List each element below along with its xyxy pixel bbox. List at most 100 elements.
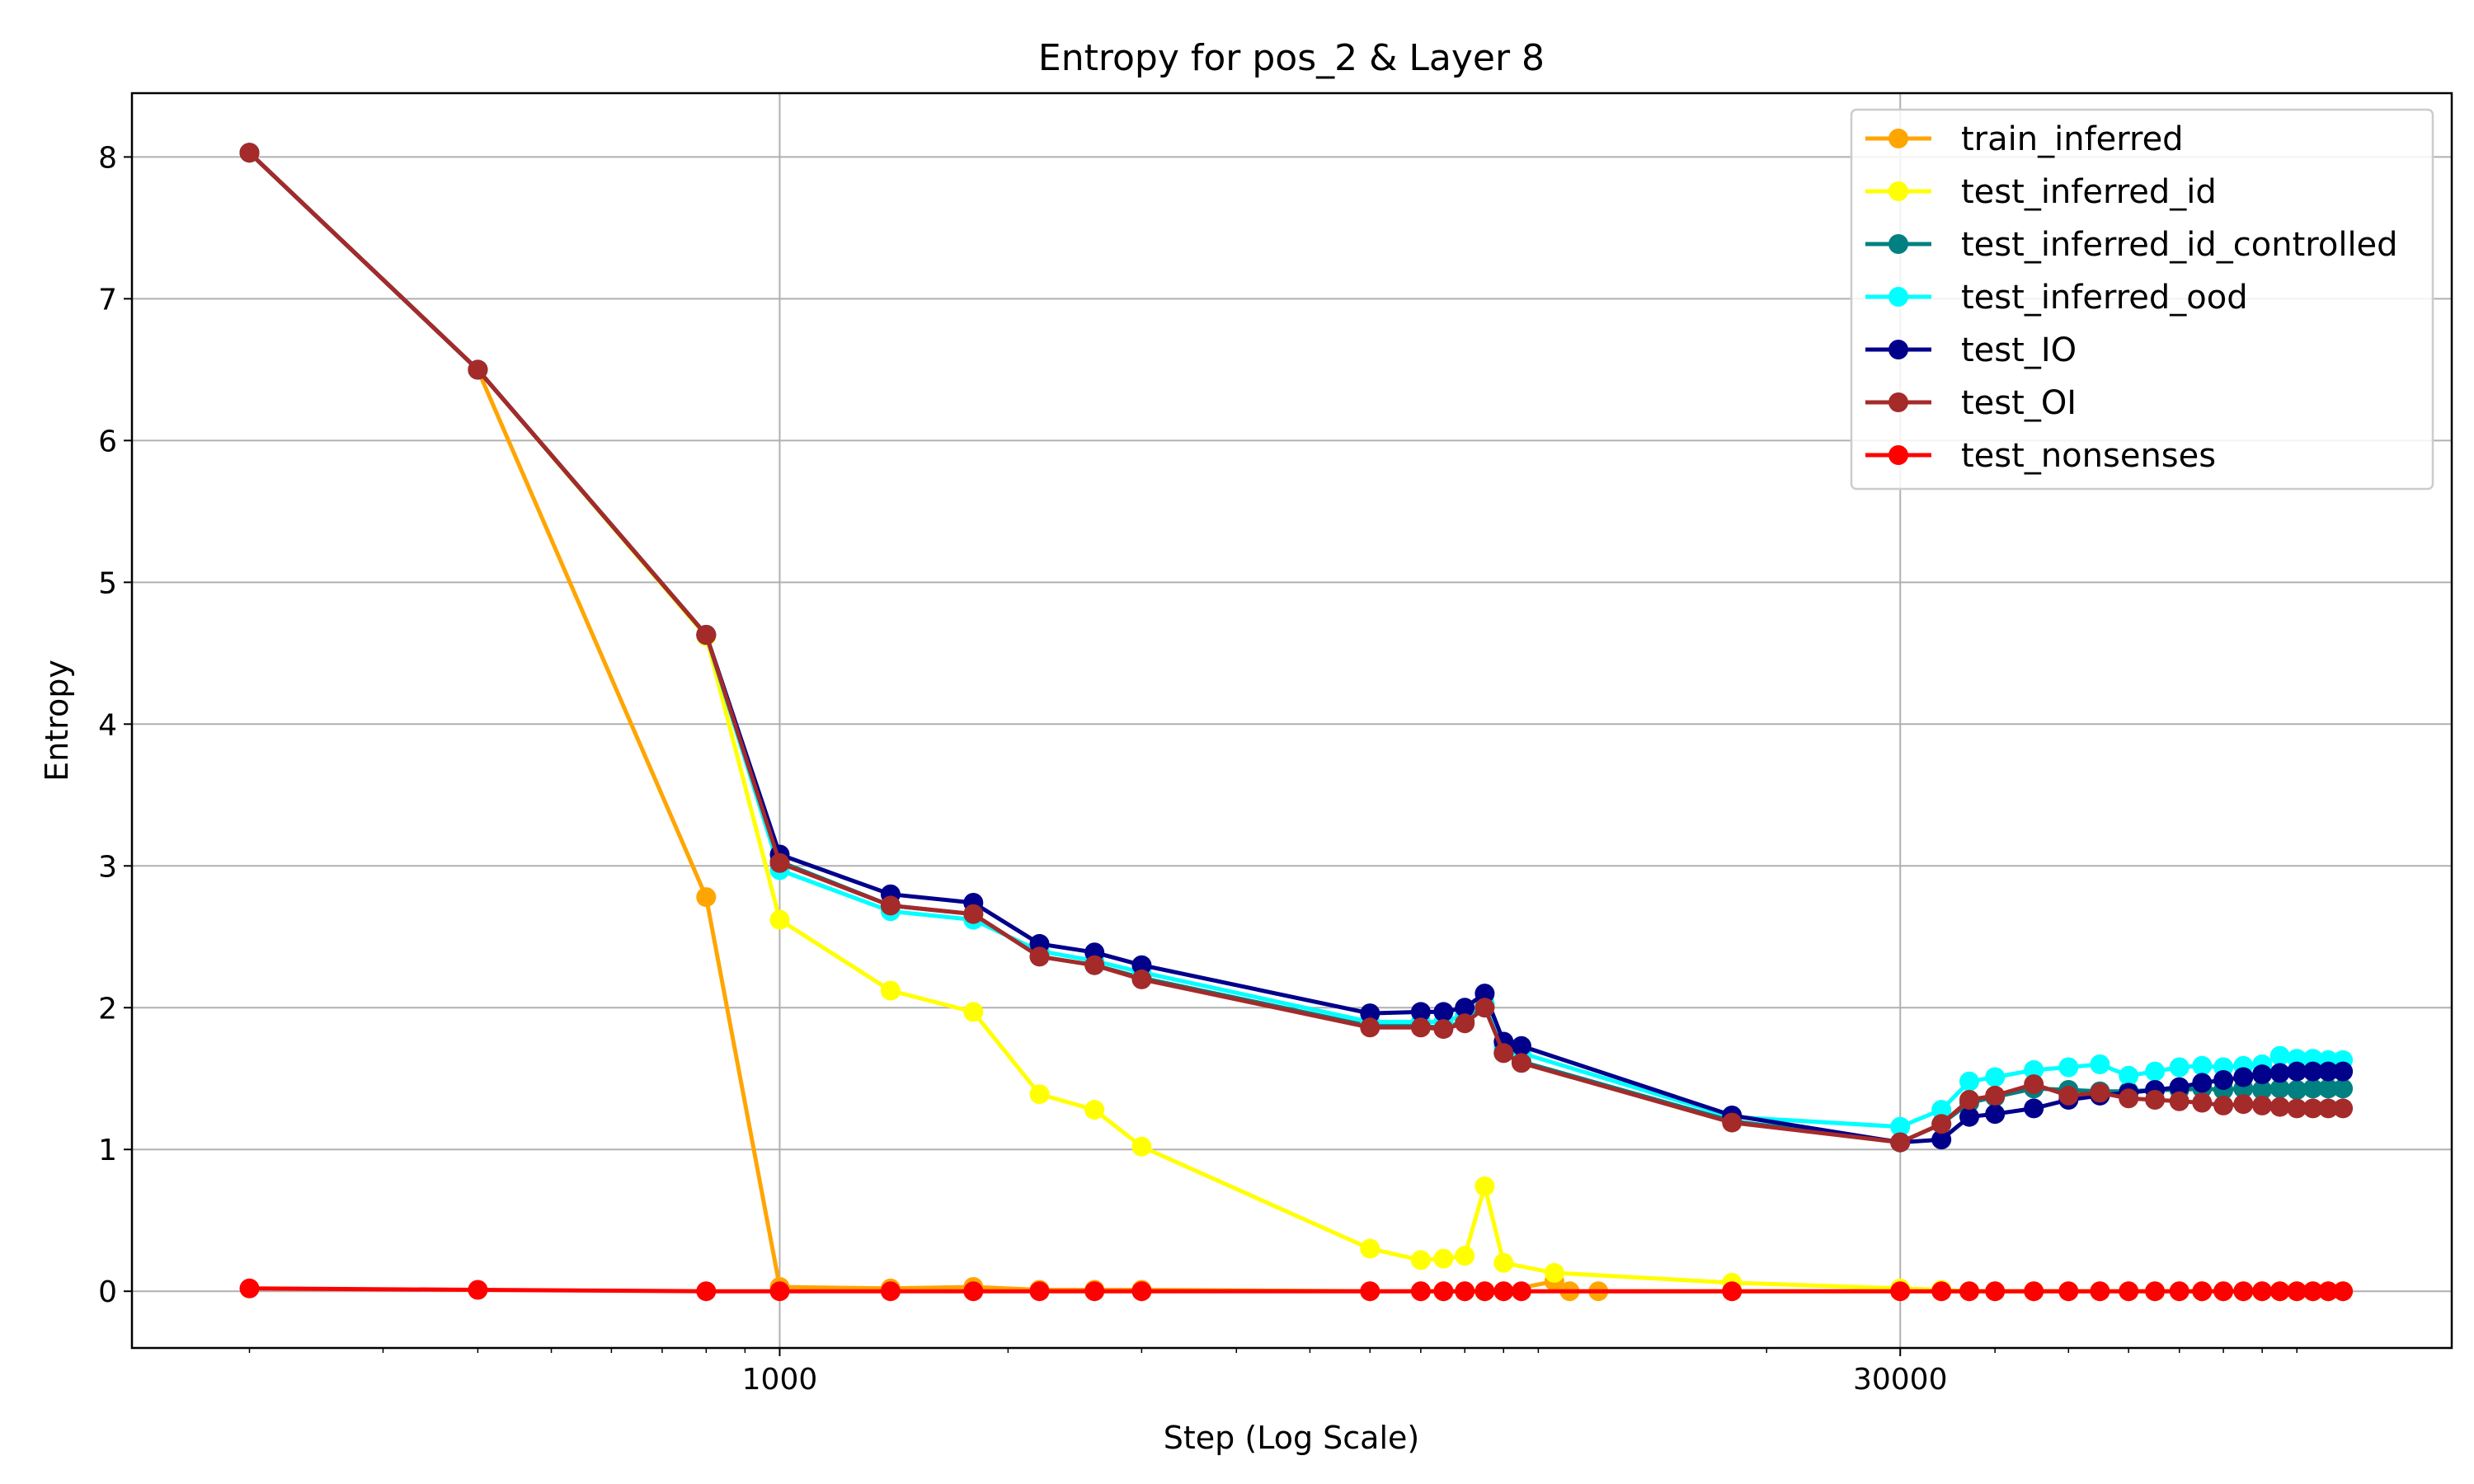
data-point [1475,1176,1495,1196]
data-point [1433,1019,1454,1040]
legend-entry: test_inferred_id [1865,173,2217,211]
data-point [1433,1248,1454,1269]
data-point [2233,1094,2254,1115]
data-point [1084,1100,1105,1120]
data-point [468,1280,488,1300]
data-point [880,980,901,1001]
data-point [2145,1061,2166,1082]
data-point [2058,1085,2079,1106]
data-point [2287,1080,2307,1100]
data-point [1985,1067,2006,1087]
data-point [1433,1002,1454,1022]
data-point [2252,1281,2273,1302]
data-point [2058,1057,2079,1078]
data-point [2333,1098,2354,1119]
data-point [2169,1281,2189,1302]
data-point [1455,1281,1475,1302]
data-point [2269,1281,2290,1302]
data-point [2090,1054,2110,1074]
data-point [1985,1104,2006,1125]
data-point [1890,1281,1911,1302]
legend-label: test_nonsenses [1961,437,2216,475]
data-point [2119,1281,2139,1302]
data-point [2192,1092,2213,1113]
data-point [2318,1061,2339,1082]
data-point [880,895,901,916]
data-point [1360,1281,1380,1302]
data-point [1360,1003,1380,1024]
data-point [2119,1065,2139,1086]
data-point [1029,946,1050,967]
legend-label: test_inferred_id [1961,173,2217,211]
legend-label: train_inferred [1961,120,2184,158]
data-point [2318,1078,2339,1099]
data-point [2192,1073,2213,1093]
data-point [2269,1063,2290,1083]
y-axis-label: Entropy [39,660,75,782]
data-point [696,1281,717,1302]
legend-entry: test_inferred_id_controlled [1865,226,2398,264]
x-tick-label: 1000 [742,1363,818,1397]
legend-marker [1888,340,1908,359]
data-point [1131,1281,1152,1302]
data-point [2318,1281,2339,1302]
chart-title: Entropy for pos_2 & Layer 8 [1038,37,1545,79]
legend-box [1850,108,2434,491]
data-point [1493,1252,1514,1273]
data-point [2333,1061,2354,1082]
data-point [2145,1281,2166,1302]
data-point [769,1281,790,1302]
legend-marker [1888,181,1908,201]
data-point [2233,1067,2254,1087]
data-point [2302,1281,2323,1302]
series-test_IO [239,143,2354,1153]
y-tick-label: 6 [98,425,117,458]
data-point [2302,1078,2323,1099]
legend-label: test_inferred_id_controlled [1961,226,2398,264]
data-point [963,904,984,924]
data-point [1410,1250,1431,1270]
data-point [1410,1281,1431,1302]
series-test_nonsenses [239,1278,2354,1302]
legend-label: test_IO [1961,331,2077,369]
data-point [2058,1281,2079,1302]
data-point [2269,1078,2290,1099]
data-point [696,887,717,908]
data-point [1410,1017,1431,1038]
legend-label: test_OI [1961,384,2077,422]
data-point [1890,1132,1911,1153]
data-point [1455,998,1475,1018]
data-point [1959,1071,1979,1092]
data-point [2269,1097,2290,1117]
data-point [963,1281,984,1302]
data-point [2169,1091,2189,1111]
y-tick-label: 1 [98,1134,117,1167]
legend-marker [1888,234,1908,254]
data-point [2252,1064,2273,1085]
data-point [2213,1281,2234,1302]
data-point [2090,1082,2110,1103]
data-point [1131,1136,1152,1157]
y-tick-label: 2 [98,992,117,1026]
data-point [1410,1002,1431,1022]
data-point [2333,1281,2354,1302]
data-point [1722,1281,1743,1302]
data-point [1433,1281,1454,1302]
data-point [769,852,790,873]
y-tick-label: 3 [98,850,117,884]
data-point [2024,1059,2044,1080]
data-point [2302,1098,2323,1119]
data-point [1931,1129,1952,1150]
plot-frame [130,92,2453,1350]
data-point [2192,1055,2213,1076]
data-point [2269,1045,2290,1066]
data-point [468,359,488,380]
data-point [1475,998,1495,1018]
data-point [2024,1281,2044,1302]
data-point [2145,1090,2166,1110]
data-point [1931,1114,1952,1134]
data-point [1455,1013,1475,1034]
data-point [2213,1095,2234,1115]
data-point [2302,1061,2323,1082]
